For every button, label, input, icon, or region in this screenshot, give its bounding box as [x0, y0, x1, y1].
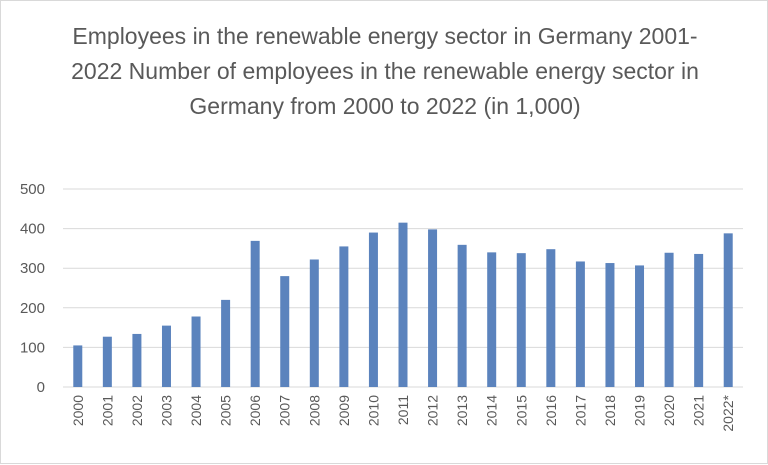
x-tick-label: 2021	[691, 395, 707, 426]
y-tick-label: 200	[20, 300, 45, 317]
y-tick-label: 0	[37, 379, 45, 396]
x-tick-label: 2002	[129, 395, 145, 426]
bar	[664, 252, 674, 387]
x-tick-label: 2005	[218, 395, 234, 426]
bar	[132, 333, 142, 387]
bar	[221, 299, 231, 387]
bar	[398, 222, 408, 387]
x-tick-label: 2014	[484, 395, 500, 426]
x-tick-label: 2009	[336, 395, 352, 426]
bar	[694, 253, 704, 387]
x-tick-label: 2010	[365, 395, 381, 426]
x-tick-label: 2018	[602, 395, 618, 426]
x-tick-label: 2011	[395, 395, 411, 425]
bar	[516, 253, 526, 387]
bar	[309, 259, 319, 387]
x-tick-label: 2004	[188, 395, 204, 426]
x-tick-label: 2008	[306, 395, 322, 426]
x-tick-label: 2020	[661, 395, 677, 426]
x-tick-label: 2006	[247, 395, 263, 426]
bar	[635, 265, 645, 387]
bar	[191, 316, 201, 387]
bar	[428, 229, 438, 387]
bar	[102, 336, 112, 387]
bar	[339, 246, 349, 387]
chart-title: Employees in the renewable energy sector…	[71, 23, 699, 119]
x-tick-label: 2003	[158, 395, 174, 426]
bar	[368, 232, 378, 387]
bar	[250, 240, 260, 387]
bar	[575, 261, 585, 387]
bar	[280, 276, 290, 387]
x-tick-label: 2015	[513, 395, 529, 426]
y-tick-label: 500	[20, 181, 45, 198]
x-tick-label: 2000	[70, 395, 86, 426]
x-tick-label: 2019	[632, 395, 648, 426]
y-tick-label: 400	[20, 221, 45, 238]
bar	[457, 244, 467, 387]
x-tick-label: 2001	[99, 395, 115, 426]
x-tick-label: 2012	[425, 395, 441, 426]
x-tick-label: 2017	[572, 395, 588, 426]
y-tick-label: 300	[20, 260, 45, 277]
y-tick-label: 100	[20, 339, 45, 356]
bar	[546, 249, 556, 387]
bar	[605, 263, 615, 387]
bar	[723, 233, 733, 387]
bar	[487, 252, 497, 387]
bar	[73, 345, 83, 387]
x-tick-label: 2013	[454, 395, 470, 426]
x-tick-label: 2007	[277, 395, 293, 426]
x-tick-label: 2016	[543, 395, 559, 426]
bar	[161, 325, 171, 387]
x-tick-label: 2022*	[720, 394, 736, 431]
